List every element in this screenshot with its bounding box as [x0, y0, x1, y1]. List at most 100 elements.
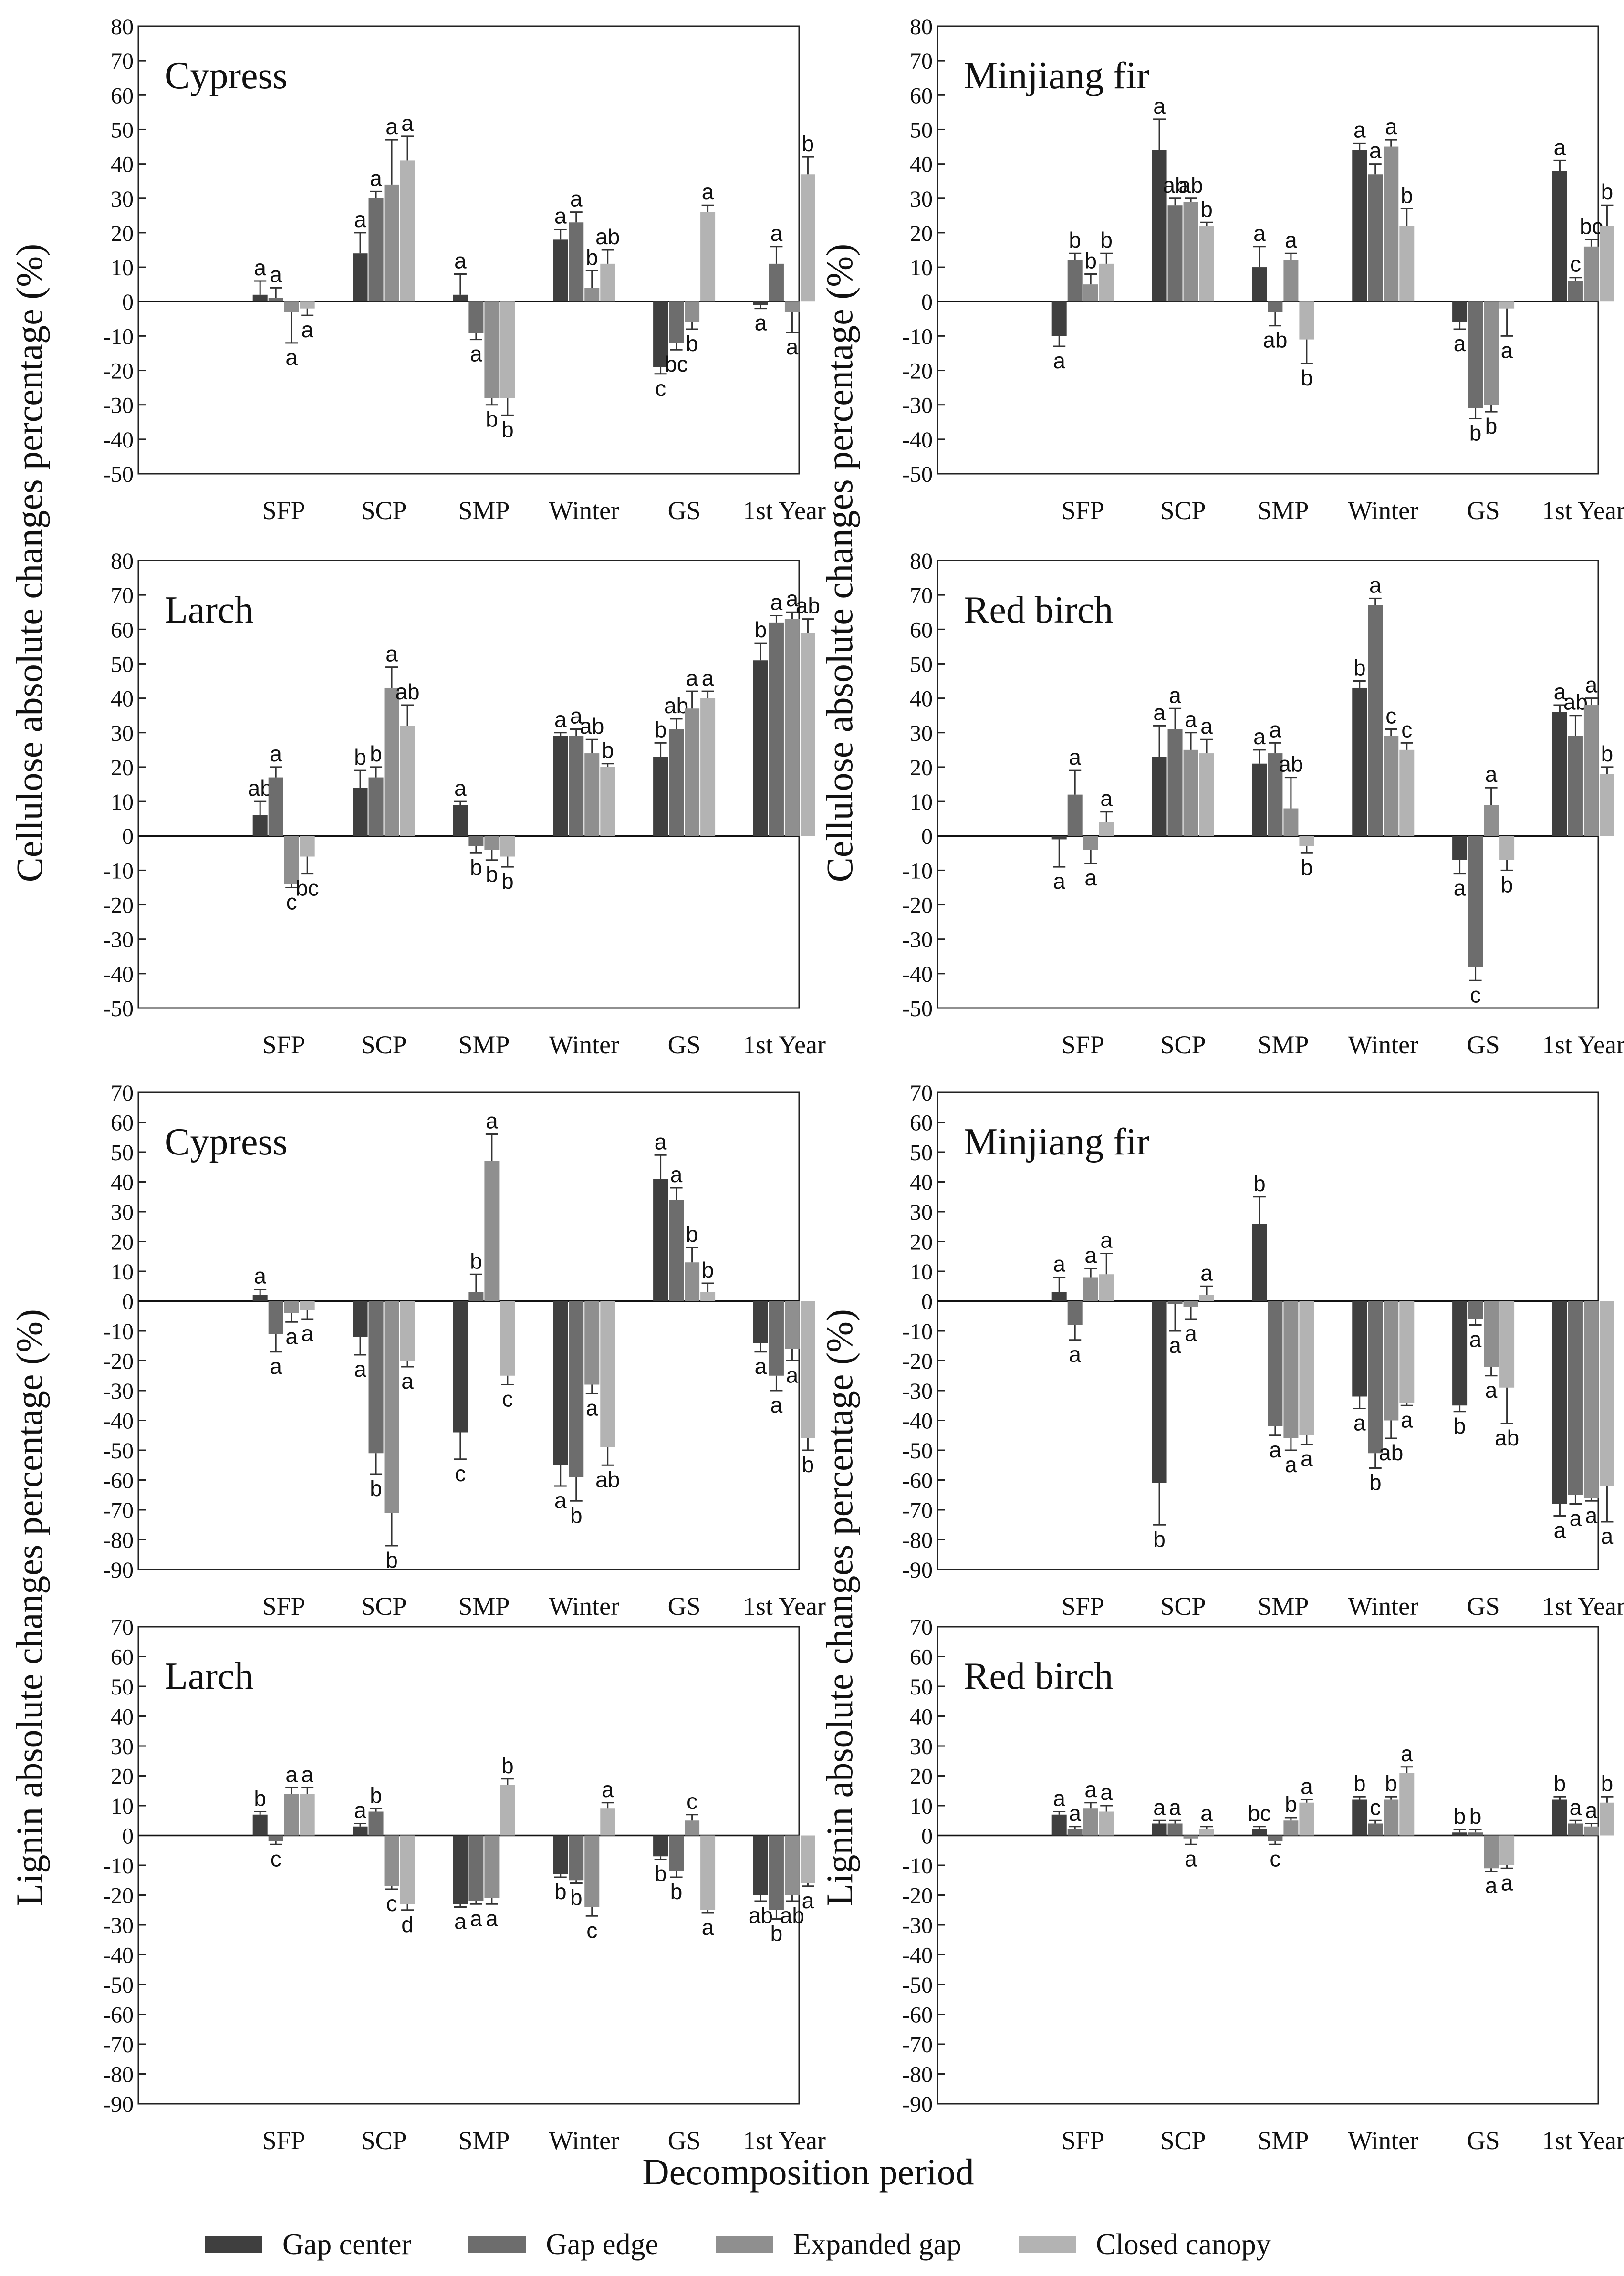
significance-letter-gap-edge-winter: c	[1370, 1795, 1381, 1819]
significance-letter-gap-edge-gs: b	[1469, 421, 1482, 446]
significance-letter-closed-canopy-smp: b	[501, 1753, 514, 1778]
significance-letter-gap-center-scp: a	[354, 1357, 366, 1382]
bar-gap-center-smp	[453, 294, 468, 302]
y-tick-label: 70	[111, 1081, 134, 1106]
legend-item-gap-center: Gap center	[205, 2228, 411, 2262]
bar-closed-canopy-scp	[400, 160, 415, 302]
significance-letter-gap-edge-smp: ab	[1263, 328, 1287, 353]
significance-letter-expanded-gap-sfp: a	[1084, 1243, 1097, 1268]
significance-letter-gap-center-winter: b	[554, 1879, 567, 1904]
y-tick-label: 20	[111, 1230, 134, 1255]
significance-letter-closed-canopy-scp: a	[1200, 1260, 1213, 1285]
x-tick-label-smp: SMP	[458, 1030, 510, 1059]
bar-gap-center-winter	[553, 239, 568, 302]
bar-expanded-gap-smp	[1283, 808, 1299, 836]
bar-gap-edge-winter	[1368, 174, 1383, 302]
significance-letter-closed-canopy-sfp: a	[301, 1321, 313, 1346]
y-tick-label: -10	[103, 324, 134, 349]
x-tick-label-1st-year: 1st Year	[1542, 1030, 1624, 1059]
y-tick-label: -30	[902, 927, 933, 953]
significance-letter-closed-canopy-scp: d	[401, 1912, 414, 1937]
significance-letter-gap-edge-gs: b	[1469, 1804, 1482, 1829]
significance-letter-gap-edge-winter: b	[570, 1885, 583, 1910]
significance-letter-closed-canopy-sfp: a	[301, 317, 313, 342]
y-tick-label: -40	[103, 1943, 134, 1968]
significance-letter-gap-center-smp: a	[454, 776, 467, 800]
x-tick-label-1st-year: 1st Year	[743, 1030, 826, 1059]
bar-gap-center-scp	[353, 1826, 368, 1836]
bar-expanded-gap-gs	[1484, 1301, 1499, 1367]
significance-letter-gap-center-gs: b	[1454, 1804, 1466, 1829]
x-tick-label-sfp: SFP	[262, 496, 305, 525]
y-tick-label: 0	[921, 290, 933, 315]
bar-closed-canopy-sfp	[1099, 822, 1114, 836]
significance-letter-closed-canopy-winter: b	[1401, 183, 1413, 208]
significance-letter-expanded-gap-gs: a	[1485, 762, 1498, 787]
y-tick-label: 10	[910, 255, 933, 281]
significance-letter-closed-canopy-1st-year: b	[802, 131, 814, 156]
bar-closed-canopy-scp	[1199, 226, 1214, 302]
cellulose-y-axis-title: Cellulose absolute changes percentage (%…	[9, 243, 50, 883]
bar-gap-center-gs	[653, 301, 668, 367]
significance-letter-expanded-gap-scp: a	[1185, 707, 1197, 732]
bar-expanded-gap-smp	[1283, 1301, 1299, 1438]
y-tick-label: 50	[910, 117, 933, 143]
y-tick-label: 50	[111, 652, 134, 677]
bar-gap-center-1st-year	[753, 301, 768, 305]
bar-expanded-gap-gs	[685, 1262, 700, 1301]
significance-letter-expanded-gap-1st-year: ab	[780, 1903, 804, 1928]
bar-expanded-gap-scp	[384, 1835, 399, 1886]
significance-letter-closed-canopy-sfp: bc	[296, 876, 319, 901]
x-tick-label-gs: GS	[668, 1030, 701, 1059]
significance-letter-expanded-gap-gs: a	[1485, 1378, 1498, 1403]
bar-closed-canopy-scp	[400, 726, 415, 836]
y-tick-label: 20	[910, 1764, 933, 1789]
significance-letter-gap-edge-winter: b	[1369, 1470, 1382, 1495]
bar-gap-edge-smp	[1268, 753, 1283, 836]
y-tick-label: -30	[103, 927, 134, 953]
significance-letter-gap-edge-scp: a	[1169, 1795, 1181, 1819]
y-tick-label: -50	[902, 462, 933, 487]
significance-letter-expanded-gap-smp: b	[486, 407, 498, 432]
bar-gap-edge-sfp	[268, 1835, 283, 1841]
significance-letter-closed-canopy-1st-year: b	[1601, 741, 1614, 766]
bar-gap-center-sfp	[1051, 1814, 1067, 1836]
y-tick-label: -60	[902, 2003, 933, 2028]
significance-letter-gap-edge-winter: a	[1369, 572, 1382, 597]
significance-letter-closed-canopy-1st-year: a	[1601, 1524, 1614, 1549]
bar-gap-edge-gs	[669, 729, 684, 836]
bar-gap-edge-1st-year	[769, 622, 784, 836]
bar-expanded-gap-smp	[1283, 260, 1299, 302]
bar-gap-center-smp	[453, 805, 468, 836]
bar-closed-canopy-1st-year	[1599, 1802, 1614, 1836]
significance-letter-expanded-gap-scp: a	[1185, 1846, 1197, 1871]
y-tick-label: -50	[103, 1438, 134, 1464]
bar-closed-canopy-sfp	[1099, 1811, 1114, 1836]
legend-swatch-gap-center	[205, 2236, 262, 2253]
significance-letter-gap-center-winter: a	[554, 707, 567, 732]
bar-closed-canopy-smp	[1299, 301, 1314, 340]
significance-letter-closed-canopy-smp: b	[501, 417, 514, 442]
y-tick-label: -10	[103, 858, 134, 883]
x-tick-label-1st-year: 1st Year	[743, 1592, 826, 1621]
bar-expanded-gap-sfp	[284, 301, 299, 312]
bar-gap-center-sfp	[252, 1295, 268, 1301]
chart-panel-1: 80 70 60 50 40 30 20 10 0 -10 -20 -30 -40 -50 Cypress S…	[103, 14, 826, 525]
bar-closed-canopy-winter	[1399, 1773, 1415, 1836]
significance-letter-gap-center-sfp: a	[254, 1264, 266, 1289]
bar-closed-canopy-winter	[600, 767, 615, 836]
bar-gap-center-sfp	[1051, 1292, 1067, 1301]
significance-letter-gap-edge-smp: b	[470, 1248, 482, 1273]
y-tick-label: 50	[910, 1674, 933, 1700]
y-tick-label: -30	[902, 1913, 933, 1938]
significance-letter-gap-edge-1st-year: a	[770, 1393, 783, 1417]
bar-gap-center-smp	[1252, 1829, 1267, 1836]
bar-gap-center-winter	[1352, 687, 1367, 836]
significance-letter-gap-center-sfp: a	[1053, 1786, 1065, 1811]
significance-letter-gap-center-smp: a	[1253, 221, 1266, 246]
bar-expanded-gap-sfp	[284, 1794, 299, 1836]
significance-letter-expanded-gap-sfp: a	[285, 1762, 298, 1787]
bar-closed-canopy-smp	[500, 1301, 515, 1376]
chart-panel-5: 70 60 50 40 30 20 10 0 -10 -20 -30 -40 -50 -60 -70 -80 -…	[103, 1081, 826, 1621]
significance-letter-closed-canopy-smp: b	[1301, 365, 1313, 390]
